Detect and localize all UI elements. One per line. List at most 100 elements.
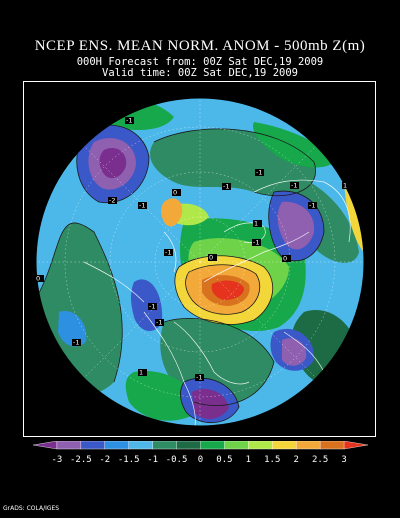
yellow-east bbox=[344, 182, 364, 252]
svg-text:0: 0 bbox=[283, 255, 287, 263]
svg-text:-1: -1 bbox=[253, 239, 259, 247]
coastline bbox=[163, 231, 177, 273]
svg-text:1: 1 bbox=[139, 369, 143, 377]
contour-label: -1 bbox=[290, 182, 299, 190]
colorbar-tick-label: -0.5 bbox=[166, 455, 188, 465]
colorbar-swatch bbox=[248, 441, 273, 450]
contour-line bbox=[163, 318, 275, 406]
negative-core-s bbox=[192, 388, 229, 420]
svg-text:-1: -1 bbox=[126, 117, 132, 125]
svg-text:-2: -2 bbox=[109, 197, 115, 205]
contour-label: 1 bbox=[138, 369, 147, 377]
colorbar-tick-label: -2.5 bbox=[70, 455, 92, 465]
meridian bbox=[199, 145, 317, 263]
colorbar-swatch bbox=[104, 441, 130, 450]
colorbar-tick-label: 2.5 bbox=[312, 455, 328, 465]
svg-text:0: 0 bbox=[173, 189, 177, 197]
colorbar-tick-label: 0.5 bbox=[216, 455, 232, 465]
colorbar-tick-label: 0 bbox=[198, 455, 203, 465]
colorbar-swatches bbox=[32, 441, 369, 450]
disk-outline bbox=[35, 97, 365, 427]
svg-text:0: 0 bbox=[36, 275, 40, 283]
meridian bbox=[83, 145, 201, 263]
contour-line bbox=[76, 124, 150, 204]
forecast-line: 000H Forecast from: 00Z Sat DEC,19 2009 bbox=[76, 56, 324, 68]
negative-purple-ne bbox=[277, 201, 315, 250]
contour-label: 0 bbox=[172, 189, 181, 197]
meridian bbox=[83, 261, 201, 379]
contour-label: -1 bbox=[308, 202, 317, 210]
svg-text:1: 1 bbox=[343, 182, 347, 190]
coastline bbox=[253, 179, 351, 243]
svg-text:-1: -1 bbox=[139, 202, 145, 210]
negative-purple-se bbox=[282, 338, 307, 366]
orange-patch bbox=[161, 198, 183, 227]
contour-label: 0 bbox=[35, 275, 44, 283]
colorbar-tick-label: -2 bbox=[99, 455, 110, 465]
colorbar-swatch bbox=[176, 441, 201, 450]
svg-text:-1: -1 bbox=[309, 202, 315, 210]
contour-label: -2 bbox=[108, 197, 117, 205]
colorbar-swatch bbox=[128, 441, 154, 450]
colorbar-swatch bbox=[152, 441, 178, 450]
latitude-circle bbox=[64, 126, 336, 398]
svg-text:-1: -1 bbox=[165, 249, 171, 257]
contour-label: -1 bbox=[155, 319, 164, 327]
contour-label-layer: -1 -2 -1 -1 -1 -1 -1 0 1 1 0 -1 -1 -1 0 … bbox=[35, 117, 351, 382]
map-frame: -1 -2 -1 -1 -1 -1 -1 0 1 1 0 -1 -1 -1 0 … bbox=[23, 81, 376, 437]
contour-label: 1 bbox=[253, 220, 262, 228]
colorbar-tick-label: 3 bbox=[341, 455, 346, 465]
contour-lines bbox=[36, 124, 325, 424]
svg-text:-1: -1 bbox=[223, 183, 229, 191]
green-bottom bbox=[125, 371, 199, 421]
contour-line bbox=[153, 128, 316, 197]
colorbar-tick-label: -1 bbox=[147, 455, 158, 465]
colorbar-swatch bbox=[80, 441, 106, 450]
contour-line bbox=[174, 255, 273, 325]
anomaly-red-core bbox=[211, 280, 244, 300]
contour-label: -1 bbox=[125, 117, 134, 125]
svg-text:-1: -1 bbox=[291, 182, 297, 190]
colorbar-swatch bbox=[343, 441, 369, 450]
coastline bbox=[83, 261, 145, 303]
svg-text:-1: -1 bbox=[196, 374, 202, 382]
contour-line bbox=[36, 222, 123, 383]
colorbar-swatch bbox=[224, 441, 249, 450]
contour-line bbox=[180, 377, 240, 424]
svg-text:-1: -1 bbox=[256, 169, 262, 177]
colorbar-tick-label: 2 bbox=[294, 455, 299, 465]
latlon-grid bbox=[36, 98, 364, 426]
contour-label: 0 bbox=[208, 254, 217, 262]
colorbar-swatch bbox=[200, 441, 225, 450]
map-title: NCEP ENS. MEAN NORM. ANOM - 500mb Z(m) bbox=[34, 38, 366, 54]
colorbar: -3 -2.5 -2 -1.5 -1 -0.5 0 0.5 1 1.5 2 2.5 3 bbox=[32, 441, 369, 465]
coastlines bbox=[83, 179, 351, 426]
contour-label: -1 bbox=[164, 249, 173, 257]
svg-text:-1: -1 bbox=[156, 319, 162, 327]
colorbar-swatch bbox=[272, 441, 297, 450]
colorbar-tick-label: -3 bbox=[52, 455, 63, 465]
svg-text:1: 1 bbox=[254, 220, 258, 228]
colorbar-tick-label: -1.5 bbox=[118, 455, 140, 465]
contour-label: 0 bbox=[282, 255, 291, 263]
colorbar-swatch bbox=[32, 441, 58, 450]
contour-label: -1 bbox=[195, 374, 204, 382]
svg-text:0: 0 bbox=[209, 254, 213, 262]
valid-time-line: Valid time: 00Z Sat DEC,19 2009 bbox=[102, 67, 298, 79]
svg-text:-1: -1 bbox=[73, 339, 79, 347]
colorbar-swatch bbox=[56, 441, 82, 450]
contour-label: -1 bbox=[255, 169, 264, 177]
colorbar-swatch bbox=[319, 441, 345, 450]
meridian bbox=[199, 261, 317, 379]
coastline bbox=[203, 231, 310, 283]
negative-lightblue-w bbox=[58, 311, 87, 347]
colorbar-tick-label: 1 bbox=[246, 455, 251, 465]
contour-label: 1 bbox=[342, 182, 351, 190]
contour-label: -1 bbox=[252, 239, 261, 247]
contour-line bbox=[268, 190, 325, 262]
negative-blue-w bbox=[131, 279, 163, 332]
contour-label: -1 bbox=[138, 202, 147, 210]
credit-text: GrADS: COLA/IGES bbox=[3, 505, 60, 512]
coastline bbox=[173, 321, 250, 385]
